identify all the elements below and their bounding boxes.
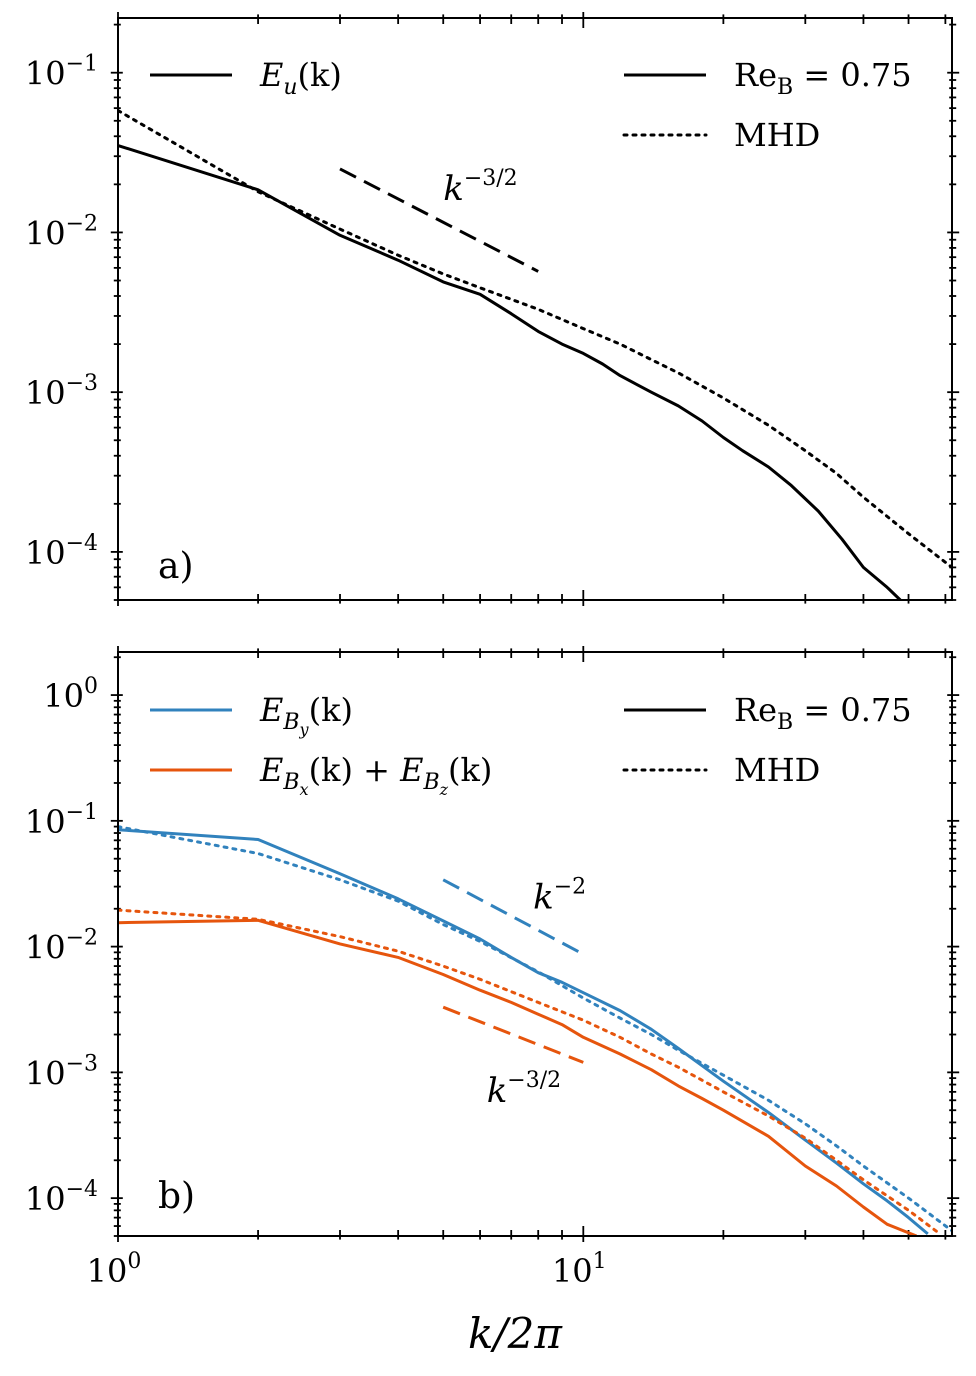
y-tick-label: 10−3 [25, 1051, 98, 1092]
panel-label: a) [158, 546, 194, 587]
x-tick-label: 100 [87, 1249, 142, 1290]
legend-entry: MHD [622, 116, 820, 154]
x-tick-labels: 100 101 [87, 1249, 607, 1290]
y-tick-label: 10−3 [25, 371, 98, 412]
series-line [339, 167, 539, 273]
axes-frame [117, 17, 953, 601]
legend-entry: EBx(k) + EBz(k) [150, 751, 492, 799]
y-tick-label: 10−2 [25, 211, 98, 252]
legend-entry: ReB = 0.75 [624, 691, 912, 735]
y-tick-label: 100 [43, 674, 98, 715]
y-tick-label: 10−4 [25, 1177, 98, 1218]
x-axis-label: k/2π [468, 1309, 563, 1358]
y-tick-labels: 10−4 10−3 10−2 10−1 [25, 52, 98, 572]
series-line [118, 109, 952, 569]
slope-annotation: k−3/2 [487, 1068, 561, 1111]
series-group [118, 109, 952, 600]
series-line [118, 908, 940, 1235]
axis-ticks [110, 646, 960, 1242]
series-line [118, 828, 929, 1236]
legend-entry: Eu(k) [150, 56, 342, 100]
slope-annotation: k−3/2 [443, 166, 517, 209]
panel-a-energy-spectrum-velocity: 10−4 10−3 10−2 10−1 a) k−3/2 Eu(k) ReB = 0.75 MH… [25, 12, 960, 606]
legend-label: MHD [734, 116, 820, 154]
y-tick-label: 10−1 [25, 52, 98, 93]
legend-label: ReB = 0.75 [734, 691, 912, 735]
panel-label: b) [158, 1176, 195, 1217]
legend-label: MHD [734, 751, 820, 789]
series-line [442, 1005, 584, 1064]
y-tick-label: 10−2 [25, 926, 98, 967]
series-line [118, 918, 918, 1236]
x-tick-label: 101 [552, 1249, 607, 1290]
legend-entry: ReB = 0.75 [624, 56, 912, 100]
panel-b-energy-spectrum-magnetic: 10−4 10−3 10−2 10−1 100 100 101 k/2π b) k−2 k−3/2 E… [25, 646, 960, 1358]
slope-annotation: k−2 [533, 875, 586, 918]
y-tick-labels: 10−4 10−3 10−2 10−1 100 [25, 674, 98, 1218]
y-tick-label: 10−4 [25, 531, 98, 572]
legend-label: Eu(k) [259, 56, 342, 100]
legend-entry: MHD [622, 751, 820, 789]
series-line [118, 144, 902, 600]
series-line [118, 825, 952, 1233]
series-group [118, 825, 952, 1236]
y-tick-label: 10−1 [25, 800, 98, 841]
legend-label: ReB = 0.75 [734, 56, 912, 100]
legend-label: EBx(k) + EBz(k) [259, 751, 492, 799]
axes-frame [117, 651, 953, 1237]
legend-entry: EBy(k) [150, 691, 353, 739]
legend-label: EBy(k) [259, 691, 353, 739]
